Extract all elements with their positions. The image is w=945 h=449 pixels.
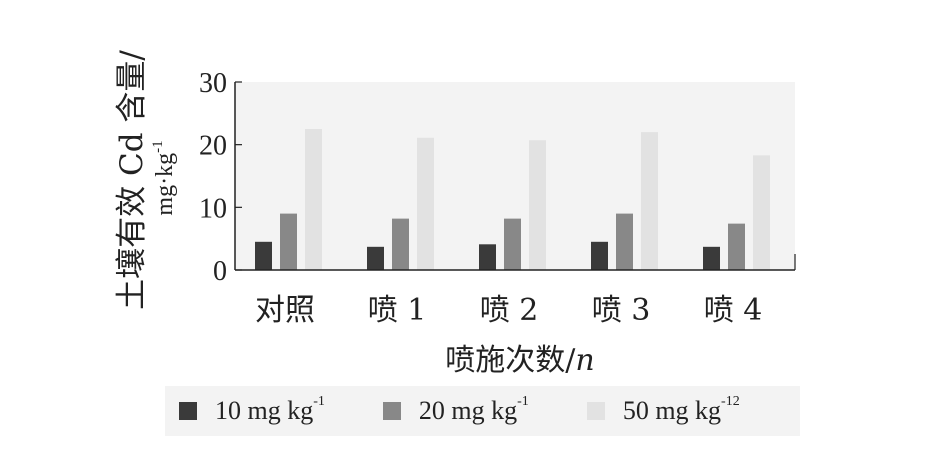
bar-3-2 (417, 137, 434, 270)
legend-label-20: 20 mg kg-1 (418, 394, 529, 425)
bar-3-5 (753, 155, 770, 270)
y-tick-label: 0 (213, 256, 227, 287)
x-category-label: 喷 3 (592, 293, 651, 328)
y-tick-label: 30 (199, 68, 227, 99)
y-axis-label-line1: 土壤有效 Cd 含量/ (114, 50, 150, 310)
bar-2-2 (392, 218, 409, 270)
bar-2-1 (280, 213, 297, 270)
legend-item-20: 20 mg kg-1 (382, 394, 529, 426)
bar-1-1 (255, 241, 272, 270)
x-category-label: 喷 4 (704, 293, 763, 328)
legend-label-50: 50 mg kg-12 (622, 394, 740, 425)
legend-label-10: 10 mg kg-1 (215, 394, 325, 425)
bar-1-5 (703, 246, 720, 270)
x-category-label: 喷 2 (480, 293, 539, 328)
bar-1-2 (367, 246, 384, 270)
bar-3-4 (641, 132, 658, 270)
bar-1-4 (591, 241, 608, 270)
x-axis-label: 喷施次数/n (445, 343, 594, 378)
legend-swatch-20 (382, 402, 401, 420)
bar-2-5 (728, 223, 745, 270)
bar-3-1 (305, 129, 322, 270)
bar-3-3 (529, 140, 546, 270)
y-axis-label-line2: mg·kg-1 (150, 140, 178, 215)
axes-group (234, 82, 796, 271)
bar-1-3 (479, 244, 496, 270)
legend-swatch-50 (586, 402, 605, 420)
y-axis-label: 土壤有效 Cd 含量/ mg·kg-1 (114, 50, 178, 310)
x-category-label: 对照 (255, 293, 315, 328)
bars-group (255, 129, 770, 270)
legend-item-10: 10 mg kg-1 (179, 394, 325, 426)
legend-swatch-10 (179, 402, 197, 420)
y-tick-label: 10 (199, 193, 227, 224)
legend-item-50: 50 mg kg-12 (586, 394, 740, 426)
x-category-label: 喷 1 (368, 293, 427, 328)
y-tick-label: 20 (199, 131, 227, 162)
x-category-labels: 对照 喷 1 喷 2 喷 3 喷 4 (255, 293, 762, 328)
y-tick-labels: 0 10 20 30 (199, 68, 242, 287)
bar-2-3 (504, 218, 521, 270)
bar-2-4 (616, 213, 633, 270)
legend: 10 mg kg-1 20 mg kg-1 50 mg kg-12 (165, 386, 800, 436)
